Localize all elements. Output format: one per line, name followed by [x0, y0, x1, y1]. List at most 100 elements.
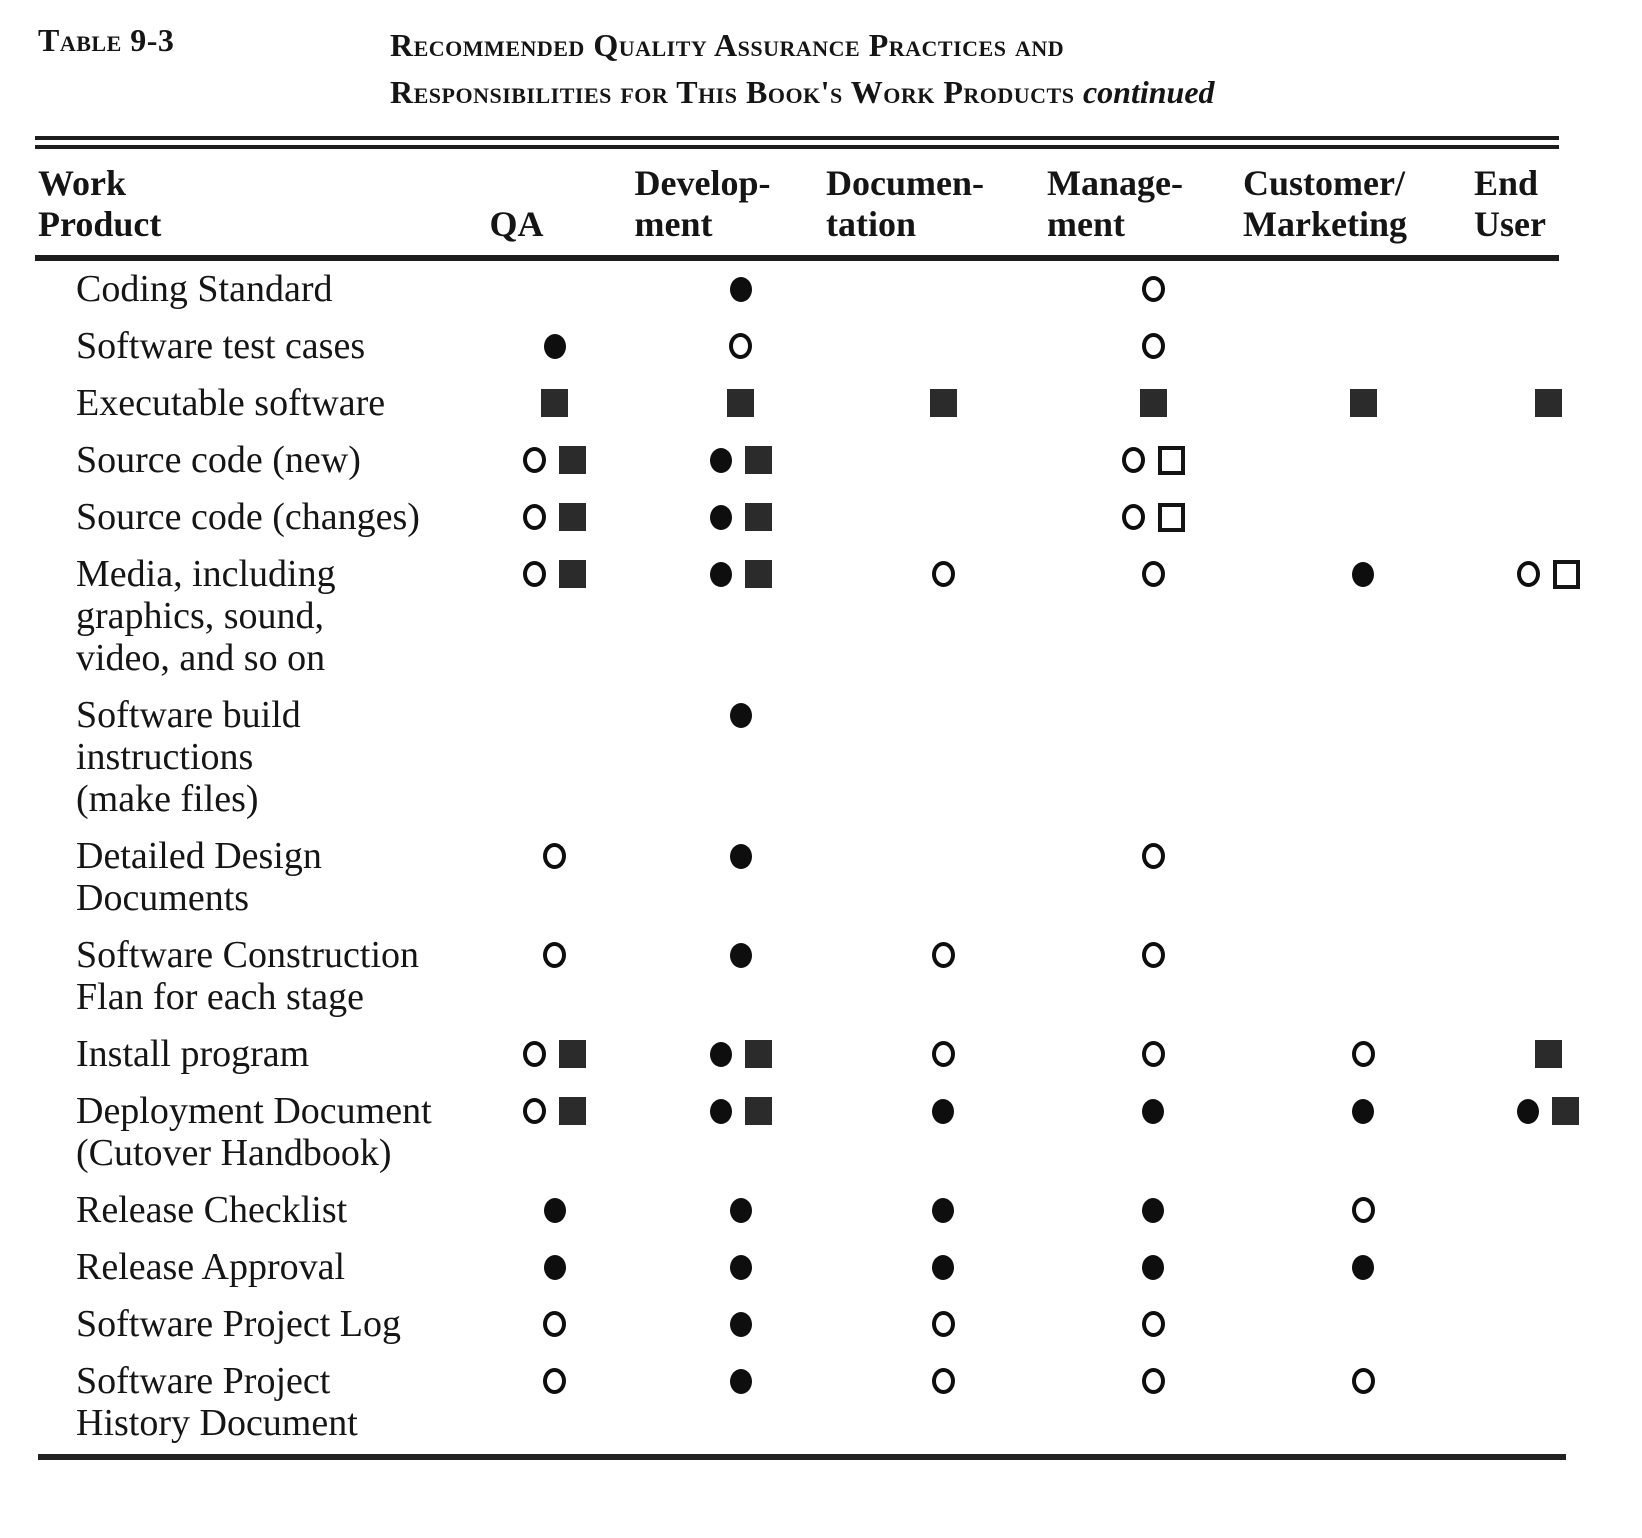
responsibility-cell-development: [643, 496, 838, 538]
responsibility-cell-qa: [466, 1189, 643, 1231]
responsibility-cell-qa: [466, 835, 643, 877]
table-header-rule: [35, 255, 1559, 261]
responsibility-cell-management: [1048, 694, 1258, 736]
filled-circle-icon: [1352, 1254, 1374, 1280]
responsibility-cell-documentation: [838, 694, 1048, 736]
responsibility-cell-end_user: [1468, 1360, 1628, 1402]
open-circle-icon: [931, 1368, 955, 1394]
responsibility-cell-qa: [466, 1303, 643, 1345]
work-product-label: Install program: [76, 1033, 310, 1075]
filled-circle-icon: [932, 1254, 954, 1280]
filled-circle-icon: [543, 1197, 566, 1223]
responsibility-cell-development: [643, 325, 838, 367]
responsibility-cell-customer_marketing: [1258, 1189, 1468, 1231]
continued-marker: continued: [1082, 74, 1215, 110]
filled-circle-icon: [1352, 1098, 1374, 1124]
filled-circle-icon: [729, 1368, 752, 1394]
filled-square-icon: [744, 1040, 772, 1068]
responsibility-cell-customer_marketing: [1258, 268, 1468, 310]
work-product-label: Release Checklist: [76, 1189, 348, 1231]
work-product-label: Deployment Document (Cutover Handbook): [76, 1090, 432, 1174]
open-circle-icon: [1351, 1368, 1375, 1394]
responsibility-cell-development: [643, 439, 838, 481]
responsibility-cell-management: [1048, 1360, 1258, 1402]
responsibility-cell-documentation: [838, 1360, 1048, 1402]
responsibility-cell-qa: [466, 1033, 643, 1075]
qa-practices-table-body: Coding Standard Software test cases Execut…: [38, 261, 1642, 1452]
filled-square-icon: [727, 389, 754, 417]
responsibility-cell-documentation: [838, 1246, 1048, 1288]
table-title-line1: Recommended Quality Assurance Practices …: [390, 27, 1065, 63]
open-circle-icon: [1141, 942, 1165, 968]
responsibility-cell-management: [1048, 1033, 1258, 1075]
responsibility-cell-development: [643, 1246, 838, 1288]
column-header-customer-marketing: Customer/ Marketing: [1243, 163, 1407, 244]
work-product-label: Release Approval: [76, 1246, 346, 1288]
filled-circle-icon: [709, 504, 732, 530]
open-circle-icon: [931, 942, 955, 968]
open-square-icon: [1157, 445, 1185, 475]
filled-square-icon: [744, 503, 772, 531]
open-circle-icon: [543, 1311, 566, 1337]
filled-circle-icon: [729, 1197, 752, 1223]
open-circle-icon: [931, 1041, 955, 1067]
responsibility-cell-end_user: [1468, 382, 1628, 424]
filled-square-icon: [559, 503, 586, 531]
responsibility-cell-documentation: [838, 1189, 1048, 1231]
responsibility-cell-management: [1048, 835, 1258, 877]
filled-square-icon: [929, 389, 957, 417]
filled-circle-icon: [1142, 1197, 1164, 1223]
column-header-management: Manage- ment: [1047, 163, 1183, 244]
responsibility-cell-customer_marketing: [1258, 1360, 1468, 1402]
table-row: Software test cases: [76, 318, 1642, 375]
work-product-label: Source code (new): [76, 439, 361, 481]
responsibility-cell-management: [1048, 1246, 1258, 1288]
responsibility-cell-development: [643, 1360, 838, 1402]
table-row: Software build instructions (make files): [76, 687, 1642, 828]
responsibility-cell-management: [1048, 1090, 1258, 1132]
open-circle-icon: [1141, 1041, 1165, 1067]
filled-square-icon: [744, 560, 772, 588]
filled-square-icon: [559, 446, 586, 474]
table-row: Detailed Design Documents: [76, 828, 1642, 927]
filled-circle-icon: [729, 1311, 752, 1337]
table-row: Source code (new): [76, 432, 1642, 489]
table-title: Recommended Quality Assurance Practices …: [390, 22, 1215, 116]
responsibility-cell-customer_marketing: [1258, 1246, 1468, 1288]
filled-circle-icon: [1352, 561, 1374, 587]
open-circle-icon: [523, 1041, 546, 1067]
open-circle-icon: [1121, 447, 1145, 473]
column-header-work-product: Work Product: [38, 163, 162, 244]
responsibility-cell-documentation: [838, 268, 1048, 310]
filled-circle-icon: [543, 333, 566, 359]
responsibility-cell-qa: [466, 553, 643, 595]
work-product-label: Software Construction Flan for each stag…: [76, 934, 420, 1018]
responsibility-cell-management: [1048, 1189, 1258, 1231]
responsibility-cell-development: [643, 835, 838, 877]
responsibility-cell-end_user: [1468, 1033, 1628, 1075]
responsibility-cell-development: [643, 1189, 838, 1231]
responsibility-cell-customer_marketing: [1258, 496, 1468, 538]
responsibility-cell-documentation: [838, 1303, 1048, 1345]
filled-circle-icon: [932, 1098, 954, 1124]
table-row: Deployment Document (Cutover Handbook): [76, 1083, 1642, 1182]
work-product-label: Media, including graphics, sound, video,…: [76, 553, 336, 679]
filled-circle-icon: [932, 1197, 954, 1223]
table-row: Install program: [76, 1026, 1642, 1083]
filled-square-icon: [1534, 389, 1562, 417]
responsibility-cell-documentation: [838, 439, 1048, 481]
open-circle-icon: [543, 1368, 566, 1394]
work-product-label: Software Project Log: [76, 1303, 402, 1345]
responsibility-cell-qa: [466, 1246, 643, 1288]
open-circle-icon: [1141, 276, 1165, 302]
responsibility-cell-end_user: [1468, 1303, 1628, 1345]
work-product-label: Software build instructions (make files): [76, 694, 301, 820]
column-header-development: Develop- ment: [634, 163, 771, 244]
open-circle-icon: [1141, 843, 1165, 869]
filled-circle-icon: [709, 1041, 732, 1067]
responsibility-cell-end_user: [1468, 268, 1628, 310]
responsibility-cell-end_user: [1468, 835, 1628, 877]
open-circle-icon: [523, 1098, 546, 1124]
table-row: Release Checklist: [76, 1182, 1642, 1239]
responsibility-cell-customer_marketing: [1258, 1303, 1468, 1345]
